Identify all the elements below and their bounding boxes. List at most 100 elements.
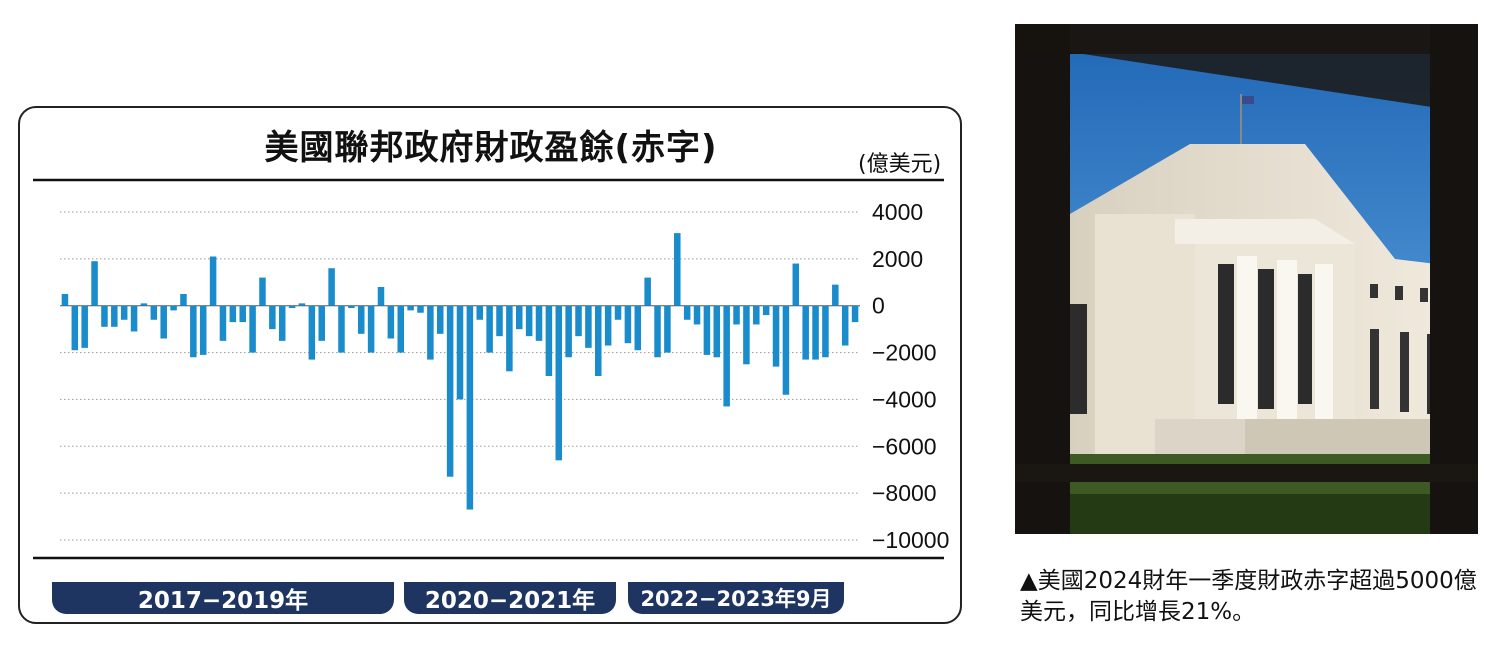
bar bbox=[545, 305, 553, 376]
bar bbox=[565, 305, 572, 358]
chart-panel bbox=[18, 106, 962, 624]
bar bbox=[249, 305, 256, 353]
bar bbox=[160, 305, 167, 339]
bar bbox=[269, 305, 276, 330]
bar bbox=[792, 263, 800, 306]
bar bbox=[150, 305, 158, 320]
bar bbox=[61, 294, 69, 306]
bar-chart: 4000 2000 0 −2000 −4000 −6000 −8000 −10000 bbox=[33, 178, 949, 560]
bar bbox=[120, 305, 128, 320]
bar bbox=[802, 305, 809, 360]
bar bbox=[377, 286, 385, 306]
bar bbox=[841, 305, 849, 346]
bar bbox=[239, 305, 246, 323]
bar bbox=[278, 305, 286, 341]
bar bbox=[466, 305, 474, 510]
bar bbox=[644, 277, 651, 306]
period-label-2017-2019: 2017−2019年 bbox=[52, 582, 394, 614]
bar bbox=[199, 305, 207, 355]
bar bbox=[140, 303, 148, 306]
bar bbox=[81, 305, 88, 348]
bar bbox=[288, 305, 296, 309]
bar bbox=[486, 305, 493, 353]
bar bbox=[693, 305, 701, 325]
bar bbox=[318, 305, 325, 341]
building-illustration bbox=[1015, 24, 1478, 534]
bar bbox=[614, 305, 622, 320]
bar bbox=[812, 305, 819, 360]
bar bbox=[525, 305, 533, 337]
bar bbox=[496, 305, 503, 337]
bar bbox=[733, 305, 740, 325]
bar bbox=[308, 305, 316, 360]
bar bbox=[476, 305, 484, 320]
federal-reserve-building-photo bbox=[1015, 24, 1478, 534]
bar bbox=[575, 305, 582, 337]
bar bbox=[101, 305, 108, 327]
bar bbox=[298, 303, 306, 306]
bar bbox=[130, 305, 138, 332]
bar bbox=[674, 233, 681, 306]
bar bbox=[516, 305, 523, 330]
bar bbox=[219, 305, 227, 341]
bar bbox=[357, 305, 365, 334]
period-label-2020-2021: 2020−2021年 bbox=[404, 582, 616, 614]
bar bbox=[753, 305, 760, 325]
bar bbox=[535, 305, 543, 341]
bars bbox=[61, 233, 859, 510]
bar bbox=[338, 305, 345, 353]
photo-caption: ▲美國2024財年一季度財政赤字超過5000億美元，同比增長21%。 bbox=[1020, 568, 1477, 625]
bar bbox=[604, 305, 612, 346]
bar bbox=[595, 305, 602, 376]
y-tick-label: 2000 bbox=[872, 246, 923, 272]
bar bbox=[851, 305, 859, 323]
bar bbox=[703, 305, 711, 355]
bar bbox=[624, 305, 632, 344]
bar bbox=[664, 305, 671, 353]
bar bbox=[713, 305, 721, 358]
y-tick-label: 4000 bbox=[872, 199, 923, 225]
bar bbox=[436, 305, 444, 334]
bar bbox=[743, 305, 750, 365]
chart-title: 美國聯邦政府財政盈餘(赤字) bbox=[264, 128, 718, 168]
bar bbox=[427, 305, 434, 360]
bar bbox=[397, 305, 404, 353]
bar bbox=[71, 305, 79, 351]
bar bbox=[387, 305, 395, 339]
y-tick-label: −10000 bbox=[872, 527, 949, 553]
y-tick-label: −2000 bbox=[872, 340, 937, 366]
bar bbox=[209, 256, 217, 306]
bar bbox=[585, 305, 592, 348]
unit-label: (億美元) bbox=[858, 152, 942, 177]
bar bbox=[407, 305, 414, 311]
bar bbox=[170, 305, 177, 311]
bar bbox=[506, 305, 513, 372]
bar bbox=[417, 305, 424, 313]
y-tick-label: 0 bbox=[872, 293, 885, 319]
bar bbox=[367, 305, 375, 353]
bar bbox=[654, 305, 661, 358]
bar bbox=[446, 305, 454, 477]
bar bbox=[683, 305, 691, 320]
y-tick-label: −8000 bbox=[872, 480, 937, 506]
period-label-2022-2023: 2022−2023年9月 bbox=[628, 582, 844, 614]
bar bbox=[832, 284, 839, 306]
bar bbox=[822, 305, 829, 358]
bar bbox=[259, 277, 266, 306]
bar bbox=[782, 305, 790, 395]
bar bbox=[772, 305, 780, 367]
bar bbox=[229, 305, 237, 323]
bar bbox=[190, 305, 197, 358]
bar bbox=[555, 305, 563, 461]
y-axis-ticks: 4000 2000 0 −2000 −4000 −6000 −8000 −10000 bbox=[872, 199, 949, 553]
bar bbox=[328, 268, 335, 306]
bar bbox=[348, 305, 355, 309]
bar bbox=[723, 305, 730, 407]
y-tick-label: −4000 bbox=[872, 386, 937, 412]
y-tick-label: −6000 bbox=[872, 433, 937, 459]
bar bbox=[180, 294, 187, 306]
bar bbox=[91, 261, 98, 306]
bar bbox=[111, 305, 118, 327]
bar bbox=[456, 305, 464, 400]
bar bbox=[762, 305, 770, 316]
